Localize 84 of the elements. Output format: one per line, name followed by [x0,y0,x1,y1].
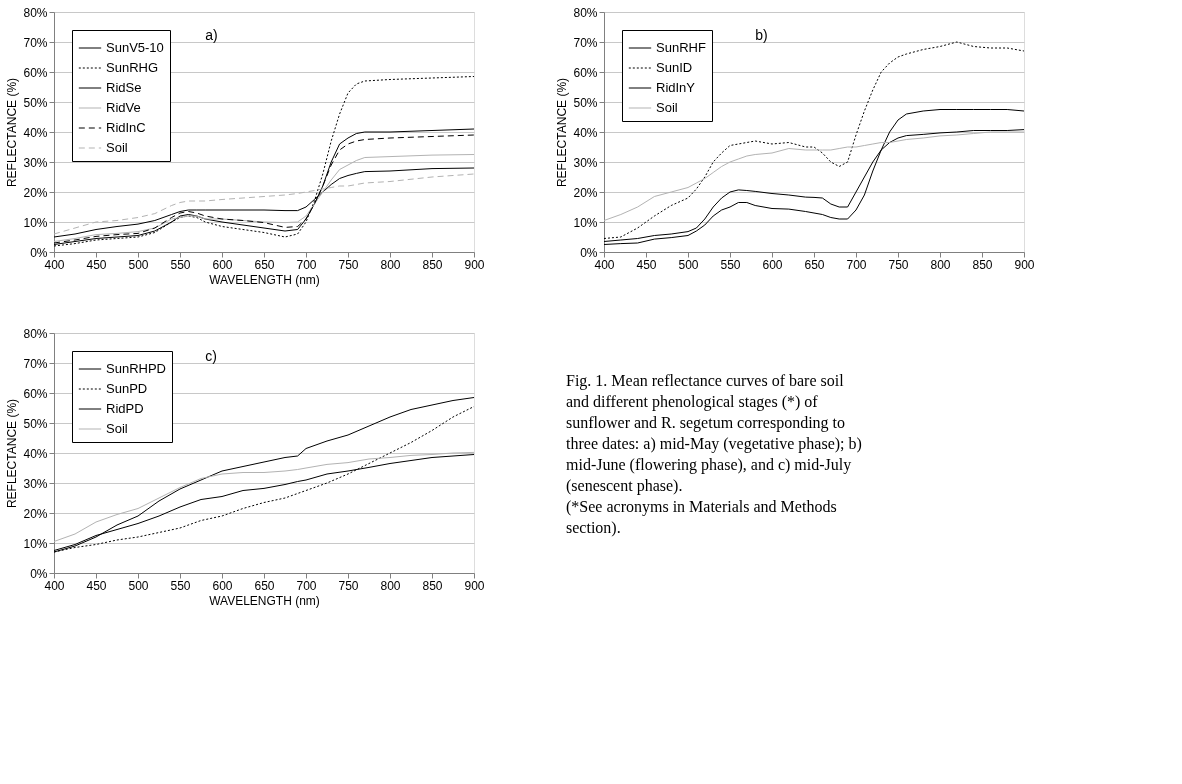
x-tick-label: 400 [594,257,615,272]
x-tick-label: 550 [720,257,741,272]
x-tick-label: 750 [338,257,359,272]
y-tick-label: 20% [23,506,48,521]
y-tick-label: 70% [573,35,598,50]
legend-label: RidInC [106,120,146,135]
x-tick-label: 400 [44,578,65,593]
legend-label: SunV5-10 [106,40,164,55]
x-tick-label: 450 [86,578,107,593]
x-tick-label: 700 [296,257,317,272]
x-tick-label: 900 [464,578,485,593]
x-tick-label: 750 [338,578,359,593]
x-tick-label: 550 [170,578,191,593]
y-tick-label: 80% [23,326,48,341]
legend-label: RidInY [656,80,696,95]
y-axis-title: REFLECTANCE (%) [5,398,20,509]
x-tick-label: 400 [44,257,65,272]
x-tick-label: 500 [128,257,149,272]
x-tick-label: 450 [86,257,107,272]
x-tick-label: 450 [636,257,657,272]
y-tick-label: 60% [23,386,48,401]
y-tick-label: 20% [23,185,48,200]
y-tick-label: 30% [23,155,48,170]
x-tick-label: 750 [888,257,909,272]
y-axis-title: REFLECTANCE (%) [555,77,570,188]
legend-label: SunRHG [106,60,159,75]
x-tick-label: 500 [128,578,149,593]
y-tick-label: 60% [573,65,598,80]
y-tick-label: 30% [23,476,48,491]
x-tick-label: 600 [762,257,783,272]
y-tick-label: 70% [23,35,48,50]
caption: Fig. 1. Mean reflectance curves of bare soil and different phenological stages (*) of sunflower and R. segetum corresponding to three dates: a) mid-May (vegetative phase); b) mid-June (flowering phase), and c) mid-July (senescent phase). [566,372,862,495]
legend-label: SunRHPD [106,361,166,376]
annotation: c) [205,348,217,364]
y-tick-label: 0% [580,245,598,260]
x-tick-label: 850 [422,578,443,593]
x-tick-label: 800 [930,257,951,272]
x-tick-label: 550 [170,257,191,272]
legend-label: SunPD [106,381,148,396]
x-tick-label: 600 [212,578,233,593]
y-tick-label: 50% [573,95,598,110]
x-tick-label: 800 [380,578,401,593]
y-tick-label: 70% [23,356,48,371]
annotation: b) [755,27,768,43]
x-tick-label: 650 [254,257,275,272]
y-tick-label: 50% [23,416,48,431]
y-tick-label: 30% [573,155,598,170]
y-tick-label: 80% [23,5,48,20]
x-tick-label: 700 [846,257,867,272]
x-tick-label: 650 [804,257,825,272]
y-tick-label: 40% [23,125,48,140]
x-tick-label: 500 [678,257,699,272]
legend-label: Soil [656,100,678,115]
x-tick-label: 900 [464,257,485,272]
legend-label: RidSe [106,80,142,95]
y-tick-label: 60% [23,65,48,80]
y-tick-label: 80% [573,5,598,20]
x-tick-label: 650 [254,578,275,593]
x-tick-label: 850 [422,257,443,272]
y-tick-label: 0% [30,245,48,260]
legend-label: Soil [106,421,128,436]
legend-label: SunID [656,60,693,75]
y-tick-label: 10% [573,215,598,230]
y-tick-label: 10% [23,215,48,230]
x-tick-label: 850 [972,257,993,272]
x-tick-label: 900 [1014,257,1035,272]
text: (*See acronyms in Materials and Methods section). [566,498,837,537]
x-tick-label: 800 [380,257,401,272]
y-axis-title: REFLECTANCE (%) [5,77,20,188]
y-tick-label: 40% [23,446,48,461]
legend-label: SunRHF [656,40,706,55]
annotation: a) [205,27,218,43]
y-tick-label: 20% [573,185,598,200]
y-tick-label: 40% [573,125,598,140]
y-tick-label: 0% [30,566,48,581]
x-tick-label: 700 [296,578,317,593]
y-tick-label: 50% [23,95,48,110]
legend-label: Soil [106,140,128,155]
y-tick-label: 10% [23,536,48,551]
legend-label: RidVe [106,100,141,115]
x-tick-label: 600 [212,257,233,272]
legend-label: RidPD [106,401,144,416]
x-axis-title: WAVELENGTH (nm) [209,593,320,608]
x-axis-title: WAVELENGTH (nm) [209,272,320,287]
